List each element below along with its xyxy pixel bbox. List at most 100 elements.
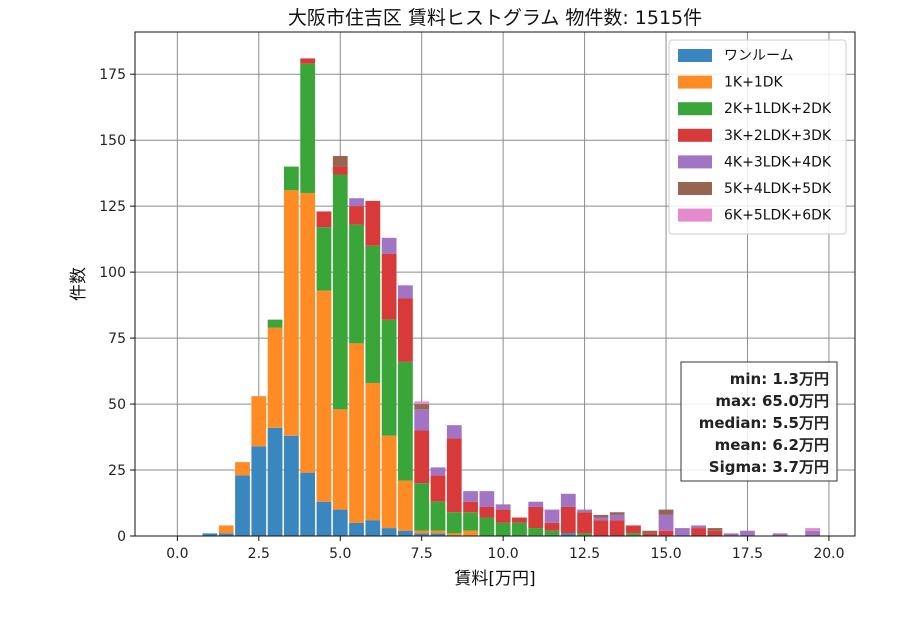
histogram-bar [414,404,430,410]
histogram-bar [446,438,462,513]
histogram-bar [740,530,755,536]
histogram-bar [414,533,430,536]
legend-swatch [678,155,712,169]
legend-swatch [678,208,712,222]
histogram-bar [626,525,641,534]
y-tick-label: 175 [99,67,126,83]
histogram-bar [332,509,348,536]
histogram-bar [398,285,413,299]
histogram-bar [235,475,250,536]
histogram-bar [365,245,381,383]
histogram-bar [805,528,821,531]
histogram-bar [593,517,609,521]
x-tick-label: 20.0 [813,546,844,562]
histogram-bar [691,525,707,529]
histogram-bar [495,509,511,523]
histogram-bar [202,533,218,536]
histogram-bar [463,501,478,513]
histogram-bar [218,533,234,536]
chart-title: 大阪市住吉区 賃料ヒストグラム 物件数: 1515件 [288,7,702,29]
x-tick-label: 12.5 [569,546,600,562]
histogram-bar [398,530,413,536]
x-axis-title: 賃料[万円] [454,569,535,589]
histogram-bar [723,533,739,536]
histogram-bar [577,512,592,534]
histogram-bar [446,425,462,439]
histogram-bar [316,290,332,502]
histogram-bar [300,472,316,536]
histogram-bar [609,520,625,536]
histogram-bar [267,327,283,428]
histogram-bar [560,533,576,536]
histogram-bar [300,192,316,473]
histogram-bar [674,528,690,536]
plot-frame [134,31,856,537]
histogram-bar [251,446,267,536]
histogram-bar [365,200,381,246]
histogram-bar [560,506,576,534]
x-tick-label: 17.5 [732,546,763,562]
histogram-bar [218,525,234,534]
histogram-bar [512,522,527,536]
y-tick-label: 50 [108,397,126,413]
histogram-bar [316,211,332,228]
x-tick-label: 5.0 [329,546,351,562]
histogram-bar [332,174,348,410]
histogram-bar [495,504,511,510]
y-axis-title: 件数 [69,267,89,301]
histogram-bar [707,530,723,536]
histogram-bar [381,253,397,320]
histogram-bar [349,224,364,344]
x-tick-label: 2.5 [248,546,270,562]
histogram-bar [658,509,674,515]
histogram-bar [316,501,332,536]
histogram-bar [805,530,821,536]
legend-swatch [678,49,712,62]
histogram-bar [577,509,592,513]
histogram-bar [349,198,364,207]
histogram-bar [316,227,332,291]
histogram-bar [609,514,625,521]
histogram-bar [300,58,316,64]
histogram-bar [235,462,250,476]
histogram-bar [642,530,658,534]
histogram-bar [772,533,788,536]
legend-entry-label: 6K+5LDK+6DK [724,208,832,224]
legend-entry-label: 1K+1DK [724,75,784,91]
x-tick-label: 15.0 [650,546,681,562]
histogram-bar [528,528,544,536]
histogram-bar [398,480,413,531]
histogram-bar [479,491,495,507]
histogram-bar [446,533,462,536]
histogram-bar [463,530,478,536]
histogram-bar [593,514,609,518]
histogram-bar [283,166,299,191]
histogram-bar [381,319,397,436]
histogram-bar [463,491,478,502]
histogram-bar [642,533,658,536]
histogram-bar [349,206,364,225]
x-tick-label: 10.0 [488,546,519,562]
legend-entry-label: 4K+3LDK+4DK [724,154,832,170]
histogram-bar [414,430,430,484]
legend-entry-label: 5K+4LDK+5DK [724,181,832,197]
histogram-bar [414,401,430,405]
histogram-bar [267,427,283,536]
histogram-bar [430,533,446,536]
histogram-bar [446,512,462,534]
legend-swatch [678,128,712,142]
histogram-bar [414,530,430,534]
histogram-bar [544,530,560,536]
stats-line: max: 65.0万円 [715,392,829,410]
histogram-bar [609,512,625,515]
histogram-bar [626,533,641,536]
histogram-bar [332,409,348,510]
histogram-bar [512,517,527,523]
histogram-bar [463,512,478,531]
histogram-bar [381,528,397,536]
histogram-bar [430,467,446,476]
histogram-bar [398,361,413,481]
histogram-bar [398,298,413,362]
histogram-bar [365,520,381,536]
